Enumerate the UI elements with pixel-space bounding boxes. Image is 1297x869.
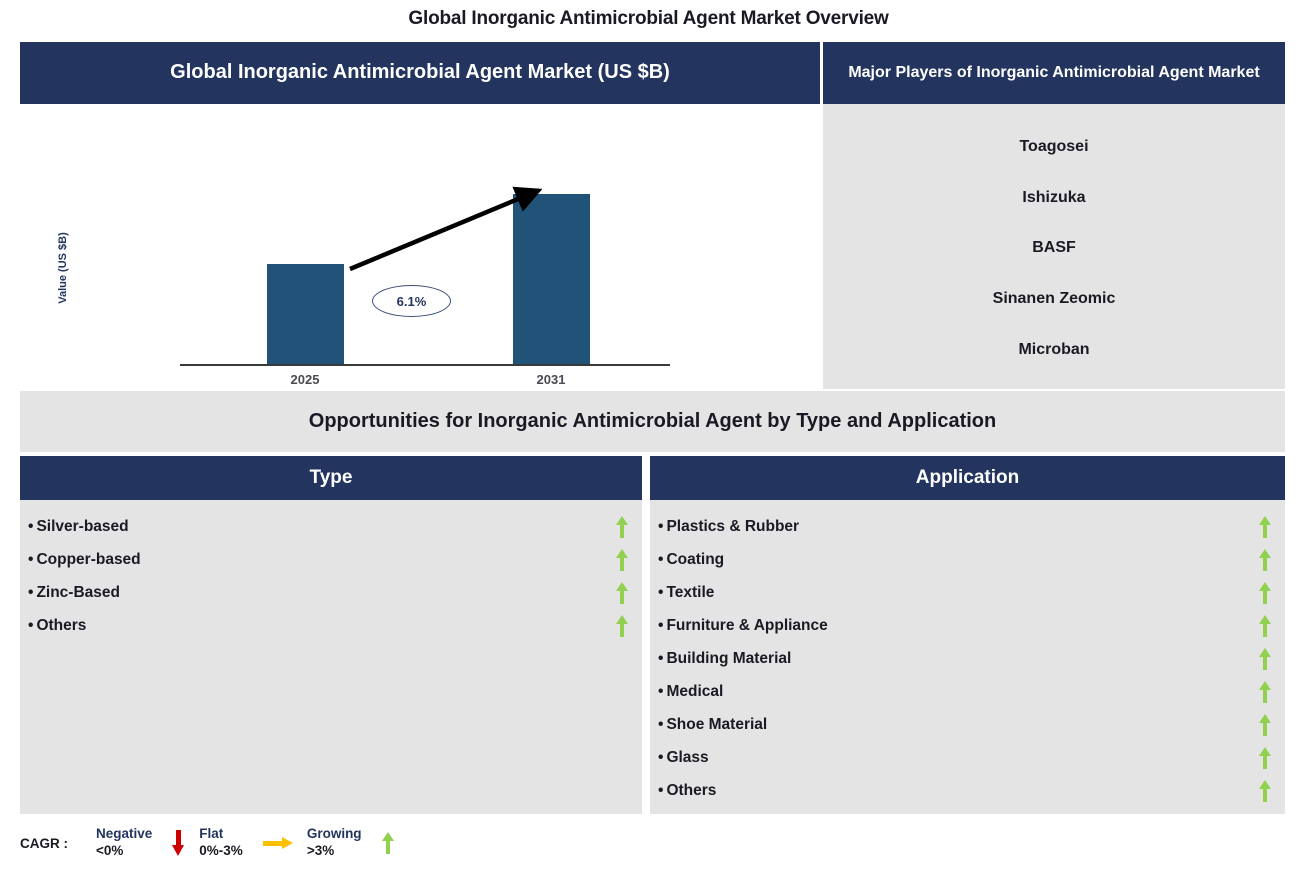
list-item: • Furniture & Appliance: [650, 609, 1285, 642]
bullet-icon: •: [658, 616, 664, 634]
list-item: • Copper-based: [20, 543, 642, 576]
list-item: • Silver-based: [20, 510, 642, 543]
list-item: • Coating: [650, 543, 1285, 576]
arrow-up-icon: [381, 832, 394, 854]
type-item-label-2: • Zinc-Based: [28, 583, 120, 601]
bullet-icon: •: [28, 517, 34, 535]
chart-xtick-2031: 2031: [536, 372, 566, 387]
legend-title: CAGR :: [20, 835, 68, 851]
bullet-icon: •: [658, 517, 664, 535]
bullet-icon: •: [28, 616, 34, 634]
chart-y-axis-label: Value (US $B): [57, 232, 69, 304]
application-item-label-2: • Textile: [658, 583, 715, 601]
arrow-up-icon: [1259, 680, 1271, 703]
bullet-icon: •: [658, 781, 664, 799]
chart-plot-area: Value (US $B) 2025 2031 6.1% Source : Lu…: [20, 104, 820, 416]
arrow-up-icon: [616, 581, 628, 604]
arrow-up-icon: [1259, 779, 1271, 802]
application-column-header: Application: [650, 456, 1285, 500]
list-item: • Glass: [650, 741, 1285, 774]
chart-bar-2025: [267, 264, 344, 364]
list-item: • Medical: [650, 675, 1285, 708]
list-item: • Shoe Material: [650, 708, 1285, 741]
cagr-legend: CAGR : Negative <0% Flat 0%-3% Growing: [20, 820, 394, 866]
arrow-up-icon: [1259, 713, 1271, 736]
application-item-label-0: • Plastics & Rubber: [658, 517, 800, 535]
bullet-icon: •: [658, 682, 664, 700]
legend-item-flat: Flat 0%-3%: [199, 826, 243, 860]
list-item: Toagosei: [1019, 138, 1089, 156]
type-item-label-0: • Silver-based: [28, 517, 129, 535]
arrow-up-icon: [616, 614, 628, 637]
chart-xtick-2025: 2025: [290, 372, 320, 387]
bullet-icon: •: [658, 748, 664, 766]
cagr-value-bubble: 6.1%: [372, 285, 451, 317]
list-item: • Textile: [650, 576, 1285, 609]
arrow-up-icon: [1259, 581, 1271, 604]
bullet-icon: •: [658, 649, 664, 667]
application-item-label-8: • Others: [658, 781, 717, 799]
application-item-label-6: • Shoe Material: [658, 715, 768, 733]
page-title: Global Inorganic Antimicrobial Agent Mar…: [408, 8, 889, 29]
top-row: Global Inorganic Antimicrobial Agent Mar…: [20, 42, 1285, 416]
opportunities-banner: Opportunities for Inorganic Antimicrobia…: [20, 391, 1285, 452]
bullet-icon: •: [28, 550, 34, 568]
opportunity-columns: Type • Silver-based • Copper-based: [20, 456, 1285, 814]
bullet-icon: •: [658, 583, 664, 601]
list-item: • Building Material: [650, 642, 1285, 675]
arrow-up-icon: [1259, 647, 1271, 670]
legend-flat-text: Flat 0%-3%: [199, 826, 243, 858]
market-chart-panel: Global Inorganic Antimicrobial Agent Mar…: [20, 42, 820, 416]
players-panel-header: Major Players of Inorganic Antimicrobial…: [823, 42, 1285, 104]
list-item: Sinanen Zeomic: [992, 290, 1116, 308]
arrow-up-icon: [1259, 515, 1271, 538]
players-list: Toagosei Ishizuka BASF Sinanen Zeomic Mi…: [823, 104, 1285, 389]
application-item-label-5: • Medical: [658, 682, 724, 700]
arrow-up-icon: [616, 515, 628, 538]
bullet-icon: •: [28, 583, 34, 601]
type-item-label-1: • Copper-based: [28, 550, 141, 568]
application-item-label-7: • Glass: [658, 748, 709, 766]
list-item: • Others: [20, 609, 642, 642]
application-item-label-4: • Building Material: [658, 649, 792, 667]
chart-bar-2031: [513, 194, 590, 364]
list-item: BASF: [1032, 239, 1076, 257]
arrow-up-icon: [1259, 746, 1271, 769]
arrow-down-icon: [172, 830, 185, 856]
list-item: • Plastics & Rubber: [650, 510, 1285, 543]
list-item: Microban: [1018, 340, 1090, 358]
legend-growing-text: Growing >3%: [306, 826, 362, 858]
type-list: • Silver-based • Copper-based: [20, 500, 642, 642]
list-item: • Others: [650, 774, 1285, 807]
legend-negative-text: Negative <0%: [96, 826, 153, 858]
major-players-panel: Major Players of Inorganic Antimicrobial…: [823, 42, 1285, 389]
bullet-icon: •: [658, 550, 664, 568]
application-item-label-1: • Coating: [658, 550, 725, 568]
application-column: Application • Plastics & Rubber • Coating: [650, 456, 1285, 814]
type-column-header: Type: [20, 456, 642, 500]
chart-x-axis: [180, 364, 670, 366]
bullet-icon: •: [658, 715, 664, 733]
legend-item-growing: Growing >3%: [307, 826, 362, 860]
list-item: • Zinc-Based: [20, 576, 642, 609]
type-item-label-3: • Others: [28, 616, 87, 634]
arrow-up-icon: [1259, 548, 1271, 571]
list-item: Ishizuka: [1022, 188, 1086, 206]
arrow-up-icon: [616, 548, 628, 571]
legend-item-negative: Negative <0%: [96, 826, 152, 860]
type-column: Type • Silver-based • Copper-based: [20, 456, 642, 814]
arrow-up-icon: [1259, 614, 1271, 637]
cagr-growth-arrow: [349, 186, 543, 272]
application-item-label-3: • Furniture & Appliance: [658, 616, 828, 634]
arrow-right-icon: [262, 836, 293, 850]
application-list: • Plastics & Rubber • Coating: [650, 500, 1285, 807]
chart-panel-header: Global Inorganic Antimicrobial Agent Mar…: [20, 42, 820, 104]
